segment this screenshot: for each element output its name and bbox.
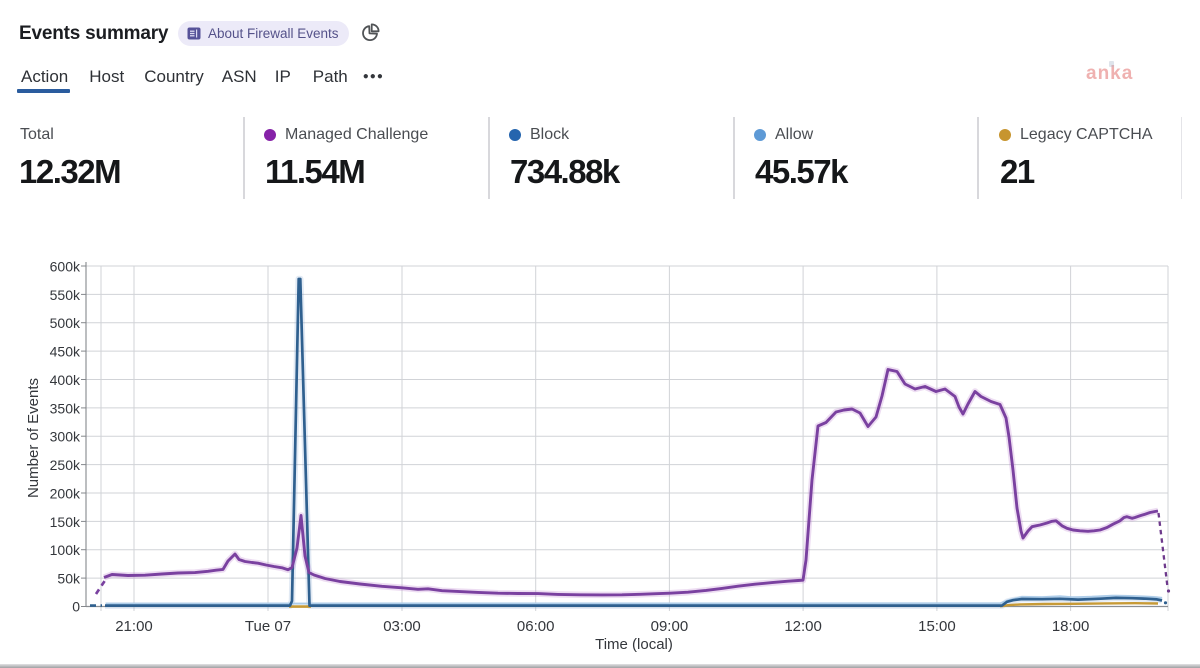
svg-text:150k: 150k	[50, 514, 81, 530]
svg-text:400k: 400k	[50, 372, 81, 388]
svg-text:450k: 450k	[50, 344, 81, 360]
svg-text:Tue 07: Tue 07	[245, 618, 291, 635]
svg-text:250k: 250k	[50, 457, 81, 473]
svg-text:600k: 600k	[50, 259, 81, 275]
svg-text:12:00: 12:00	[784, 618, 822, 635]
svg-text:500k: 500k	[50, 315, 81, 331]
svg-text:550k: 550k	[50, 287, 81, 303]
svg-text:18:00: 18:00	[1052, 618, 1090, 635]
svg-text:50k: 50k	[57, 571, 81, 587]
svg-text:0: 0	[72, 599, 80, 615]
svg-text:200k: 200k	[50, 486, 81, 502]
svg-text:03:00: 03:00	[383, 618, 421, 635]
svg-text:06:00: 06:00	[517, 618, 555, 635]
svg-text:350k: 350k	[50, 400, 81, 416]
svg-text:15:00: 15:00	[918, 618, 956, 635]
svg-text:09:00: 09:00	[651, 618, 689, 635]
svg-text:Number of Events: Number of Events	[25, 378, 42, 498]
svg-text:100k: 100k	[50, 542, 81, 558]
svg-text:Time (local): Time (local)	[595, 636, 673, 653]
svg-text:300k: 300k	[50, 429, 81, 445]
svg-text:21:00: 21:00	[115, 618, 153, 635]
